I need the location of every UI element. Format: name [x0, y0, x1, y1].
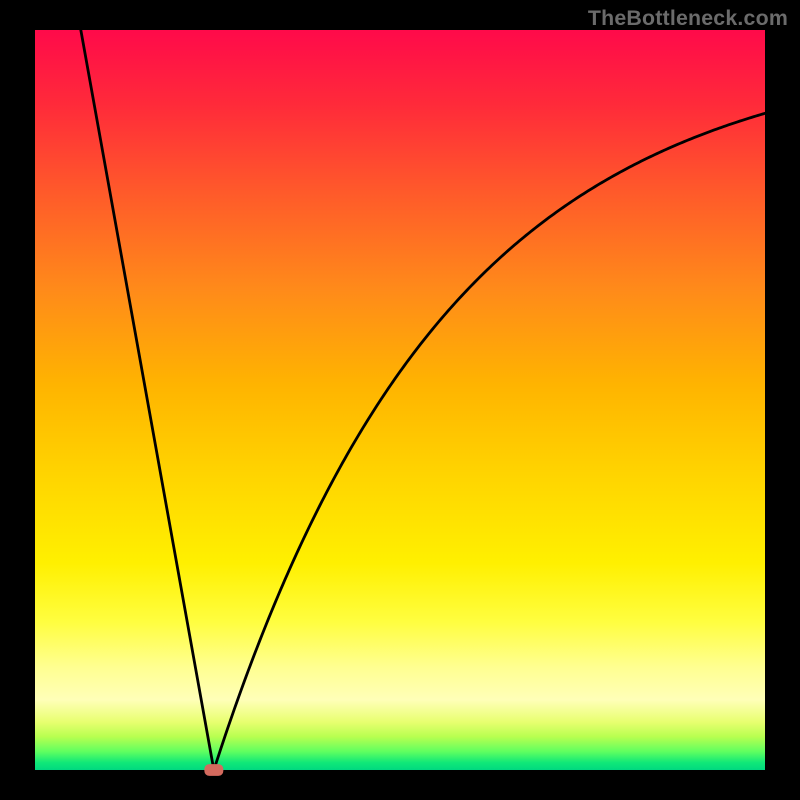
chart-svg — [0, 0, 800, 800]
minimum-marker — [204, 764, 223, 776]
chart-background — [35, 30, 765, 770]
bottleneck-chart: TheBottleneck.com — [0, 0, 800, 800]
